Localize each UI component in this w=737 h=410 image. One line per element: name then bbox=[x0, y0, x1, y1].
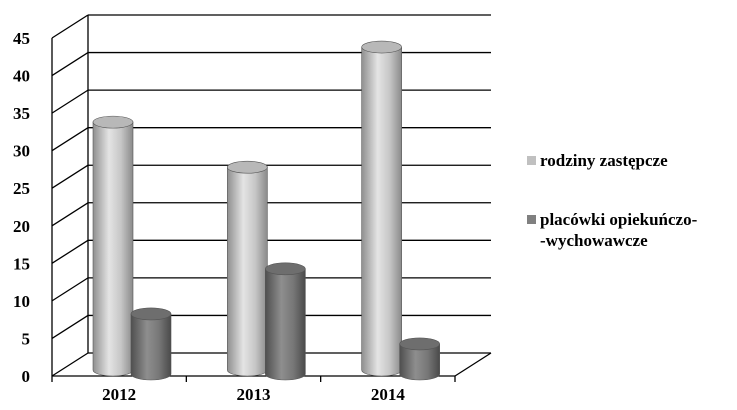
bar-placowki-2012 bbox=[130, 307, 172, 381]
x-tick-label: 2012 bbox=[102, 385, 136, 404]
y-tick-label: 0 bbox=[22, 367, 31, 386]
bar-rodziny-2012 bbox=[92, 115, 134, 377]
y-tick-label: 40 bbox=[13, 67, 30, 86]
bar-top bbox=[227, 160, 268, 174]
floor-right-edge bbox=[454, 352, 492, 377]
bar-top bbox=[361, 40, 402, 54]
legend-swatch-placowki bbox=[527, 215, 536, 224]
legend-label-placowki: placówki opiekuńczo- -wychowawcze bbox=[540, 210, 698, 250]
gridline-side bbox=[51, 352, 89, 377]
gridline-side bbox=[51, 52, 89, 77]
y-tick-label: 25 bbox=[13, 179, 30, 198]
bar-top bbox=[265, 262, 306, 276]
legend-swatch-rodziny bbox=[527, 156, 536, 165]
bar-body bbox=[130, 313, 172, 381]
gridline-side bbox=[51, 202, 89, 227]
y-tick-label: 30 bbox=[13, 142, 30, 161]
legend: rodziny zastępcze placówki opiekuńczo- -… bbox=[527, 150, 737, 289]
gridline-side bbox=[51, 277, 89, 302]
bar-body bbox=[399, 343, 440, 381]
bar-body bbox=[265, 268, 306, 381]
bar-top bbox=[399, 337, 440, 351]
gridline-side bbox=[51, 89, 89, 114]
bar-rodziny-2013 bbox=[227, 160, 268, 377]
legend-label-rodziny: rodziny zastępcze bbox=[540, 151, 668, 170]
bar-body bbox=[92, 121, 134, 377]
gridline-side bbox=[51, 314, 89, 339]
legend-item-rodziny: rodziny zastępcze bbox=[527, 150, 737, 171]
bar-top bbox=[130, 307, 172, 321]
y-tick-label: 20 bbox=[13, 217, 30, 236]
y-tick-label: 45 bbox=[13, 29, 30, 48]
bar-body bbox=[361, 46, 402, 377]
bar-rodziny-2014 bbox=[361, 40, 402, 377]
gridline-side bbox=[51, 239, 89, 264]
bar-placowki-2013 bbox=[265, 262, 306, 381]
y-tick-label: 5 bbox=[22, 329, 31, 348]
bar-body bbox=[227, 166, 268, 377]
gridline-side bbox=[51, 14, 89, 39]
x-tick-label: 2014 bbox=[371, 385, 406, 404]
y-tick-label: 10 bbox=[13, 292, 30, 311]
x-tick-label: 2013 bbox=[237, 385, 271, 404]
y-tick-label: 35 bbox=[13, 104, 30, 123]
bar-placowki-2014 bbox=[399, 337, 440, 381]
bar-top bbox=[92, 115, 134, 129]
y-tick-label: 15 bbox=[13, 254, 30, 273]
gridline-side bbox=[51, 127, 89, 152]
legend-item-placowki: placówki opiekuńczo- -wychowawcze bbox=[527, 209, 737, 251]
gridline-side bbox=[51, 164, 89, 189]
